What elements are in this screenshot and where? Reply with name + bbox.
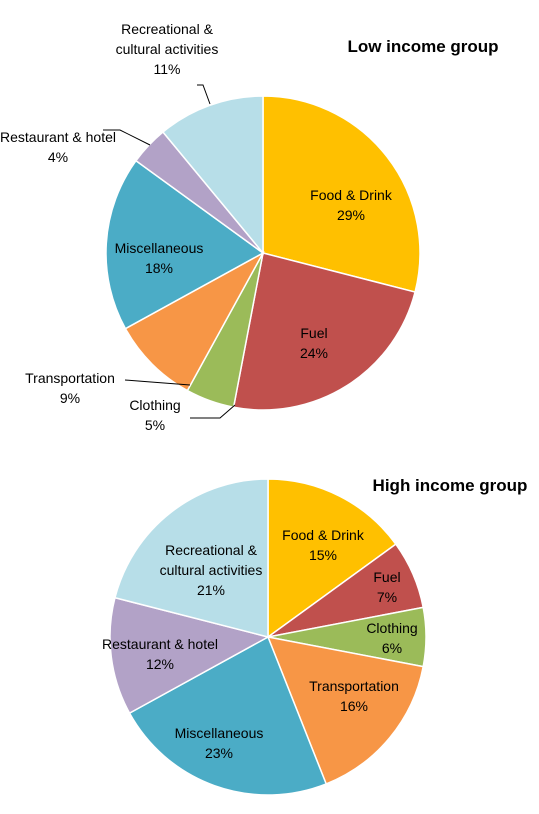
slice-label: Transportation 9% (8, 368, 132, 408)
slice-label: Restaurant & hotel 12% (98, 634, 222, 674)
value-label: 6% (381, 640, 403, 656)
value-label: 15% (308, 547, 338, 563)
category-label: Restaurant & hotel (102, 636, 218, 652)
pie-slice (262, 95, 421, 293)
slice-label: Fuel 24% (252, 323, 376, 363)
slice-label: Fuel 7% (325, 567, 449, 607)
slice-label: Miscellaneous 23% (157, 723, 281, 763)
slice-label: Restaurant & hotel 4% (0, 127, 120, 167)
pie-slice (266, 636, 425, 785)
category-label: Clothing (366, 620, 418, 636)
category-label: Recreational & cultural activities (115, 21, 219, 57)
slice-label: Recreational & cultural activities 21% (149, 540, 273, 600)
pie-slice (124, 251, 265, 392)
value-label: 16% (339, 698, 369, 714)
value-label: 18% (144, 260, 174, 276)
pie-slice (267, 478, 397, 639)
category-label: Recreational & cultural activities (159, 542, 263, 578)
value-label: 9% (59, 390, 81, 406)
category-label: Fuel (373, 569, 401, 585)
value-label: 5% (144, 417, 166, 433)
category-label: Food & Drink (282, 527, 364, 543)
value-label: 21% (196, 582, 226, 598)
slice-label: Clothing 6% (330, 618, 454, 658)
slice-label: Recreational & cultural activities 11% (105, 19, 229, 79)
category-label: Restaurant & hotel (0, 129, 116, 145)
leader-line (124, 379, 191, 386)
chart-title: High income group (372, 476, 528, 495)
leader-line (197, 84, 211, 105)
slice-label: Food & Drink 29% (289, 185, 413, 225)
value-label: 24% (299, 345, 329, 361)
slice-label: Miscellaneous 18% (97, 238, 221, 278)
pie-slice (232, 252, 416, 411)
value-label: 12% (145, 656, 175, 672)
slice-label: Transportation 16% (292, 676, 416, 716)
pie-slice (109, 596, 271, 715)
category-label: Food & Drink (310, 187, 392, 203)
category-label: Clothing (129, 397, 181, 413)
leader-line (190, 404, 236, 419)
category-label: Fuel (300, 325, 328, 341)
pie-slice (114, 478, 269, 638)
category-label: Miscellaneous (114, 240, 204, 256)
chart-title: Low income group (347, 37, 499, 56)
pie-slice (161, 95, 264, 256)
slice-label: Food & Drink 15% (261, 525, 385, 565)
value-label: 29% (336, 207, 366, 223)
value-label: 23% (204, 745, 234, 761)
value-label: 7% (376, 589, 398, 605)
slice-label: Clothing 5% (93, 395, 217, 435)
value-label: 4% (47, 149, 69, 165)
pie-slice (105, 159, 265, 330)
category-label: Transportation (25, 370, 115, 386)
value-label: 11% (153, 61, 181, 77)
category-label: Transportation (309, 678, 399, 694)
pie-slice (128, 635, 328, 796)
leader-line (103, 129, 151, 146)
category-label: Miscellaneous (174, 725, 264, 741)
